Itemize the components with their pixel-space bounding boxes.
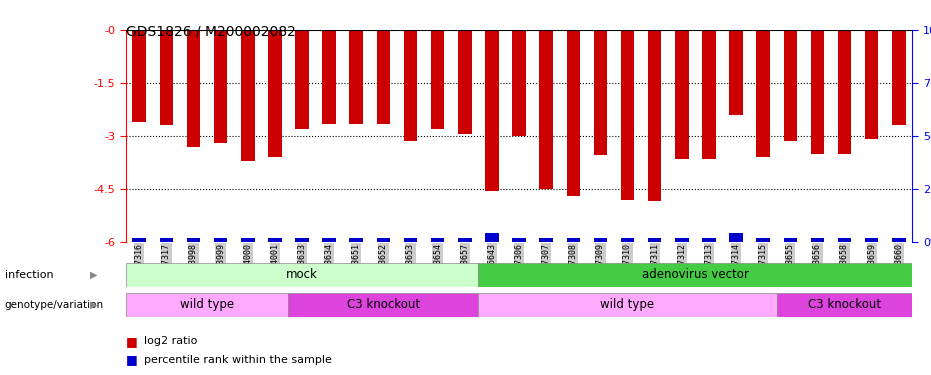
Bar — [865, 238, 879, 242]
Bar — [512, 238, 526, 242]
Bar — [892, 238, 906, 242]
Bar — [648, 238, 661, 242]
Bar — [404, 238, 417, 242]
Bar — [675, 30, 689, 159]
Text: genotype/variation: genotype/variation — [5, 300, 103, 309]
Bar — [187, 238, 200, 242]
Bar — [539, 30, 553, 189]
Bar — [126, 262, 479, 287]
Text: mock: mock — [286, 268, 318, 281]
Bar — [865, 30, 879, 140]
Bar — [377, 30, 390, 124]
Bar — [349, 30, 363, 124]
Bar — [132, 30, 146, 122]
Bar — [458, 238, 472, 242]
Text: infection: infection — [5, 270, 53, 279]
Text: ▶: ▶ — [90, 300, 98, 309]
Bar — [811, 30, 824, 154]
Text: adenovirus vector: adenovirus vector — [641, 268, 749, 281]
Bar — [566, 30, 580, 196]
Bar — [241, 238, 254, 242]
Text: wild type: wild type — [600, 298, 654, 311]
Bar — [289, 292, 479, 317]
Bar — [566, 238, 580, 242]
Text: percentile rank within the sample: percentile rank within the sample — [144, 355, 332, 365]
Bar — [892, 30, 906, 125]
Bar — [479, 262, 912, 287]
Bar — [214, 30, 227, 143]
Bar — [594, 238, 607, 242]
Bar — [126, 292, 289, 317]
Bar — [648, 30, 661, 201]
Bar — [322, 30, 336, 124]
Text: ▶: ▶ — [90, 270, 98, 279]
Bar — [756, 30, 770, 157]
Bar — [214, 238, 227, 242]
Bar — [675, 238, 689, 242]
Bar — [268, 30, 282, 157]
Bar — [431, 238, 444, 242]
Bar — [838, 238, 851, 242]
Bar — [268, 238, 282, 242]
Bar — [349, 238, 363, 242]
Bar — [539, 238, 553, 242]
Text: log2 ratio: log2 ratio — [144, 336, 197, 346]
Bar — [838, 30, 851, 154]
Bar — [187, 30, 200, 147]
Bar — [784, 30, 797, 141]
Bar — [594, 30, 607, 155]
Bar — [756, 238, 770, 242]
Bar — [512, 30, 526, 136]
Bar — [485, 233, 499, 242]
Bar — [132, 238, 146, 242]
Bar — [776, 292, 912, 317]
Bar — [241, 30, 254, 160]
Bar — [159, 238, 173, 242]
Bar — [621, 30, 634, 200]
Bar — [404, 30, 417, 141]
Text: wild type: wild type — [180, 298, 234, 311]
Bar — [377, 238, 390, 242]
Bar — [485, 30, 499, 190]
Bar — [784, 238, 797, 242]
Bar — [431, 30, 444, 129]
Bar — [159, 30, 173, 125]
Bar — [322, 238, 336, 242]
Bar — [458, 30, 472, 134]
Bar — [295, 30, 309, 129]
Bar — [295, 238, 309, 242]
Bar — [479, 292, 776, 317]
Bar — [729, 233, 743, 242]
Bar — [811, 238, 824, 242]
Text: GDS1826 / M200002082: GDS1826 / M200002082 — [126, 24, 295, 38]
Text: C3 knockout: C3 knockout — [347, 298, 420, 311]
Bar — [621, 238, 634, 242]
Bar — [729, 30, 743, 115]
Text: ■: ■ — [126, 354, 138, 366]
Bar — [702, 30, 716, 159]
Text: ■: ■ — [126, 335, 138, 348]
Text: C3 knockout: C3 knockout — [808, 298, 881, 311]
Bar — [702, 238, 716, 242]
